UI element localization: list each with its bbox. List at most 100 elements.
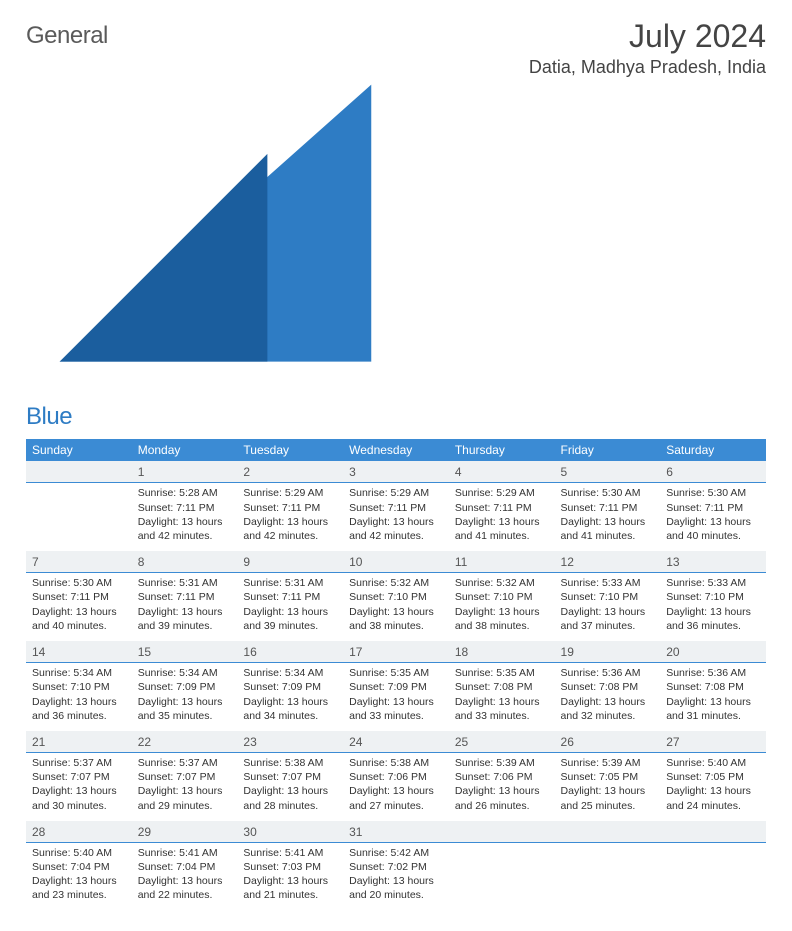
day-number: 3 bbox=[343, 461, 449, 483]
daylight-text: Daylight: 13 hours and 27 minutes. bbox=[349, 784, 443, 812]
sunset-text: Sunset: 7:07 PM bbox=[138, 770, 232, 784]
sunrise-text: Sunrise: 5:33 AM bbox=[561, 576, 655, 590]
day-detail-cell: Sunrise: 5:40 AMSunset: 7:05 PMDaylight:… bbox=[660, 753, 766, 821]
day-detail-cell bbox=[555, 842, 661, 910]
day-number: 21 bbox=[26, 731, 132, 753]
day-detail-cell: Sunrise: 5:34 AMSunset: 7:09 PMDaylight:… bbox=[237, 663, 343, 731]
day-detail-cell: Sunrise: 5:34 AMSunset: 7:10 PMDaylight:… bbox=[26, 663, 132, 731]
sunrise-text: Sunrise: 5:30 AM bbox=[666, 486, 760, 500]
daylight-text: Daylight: 13 hours and 36 minutes. bbox=[32, 695, 126, 723]
logo-part2: Blue bbox=[26, 403, 72, 430]
day-detail-cell: Sunrise: 5:38 AMSunset: 7:07 PMDaylight:… bbox=[237, 753, 343, 821]
day-number: 30 bbox=[237, 821, 343, 843]
sunset-text: Sunset: 7:11 PM bbox=[138, 590, 232, 604]
day-detail-cell: Sunrise: 5:36 AMSunset: 7:08 PMDaylight:… bbox=[660, 663, 766, 731]
daylight-text: Daylight: 13 hours and 38 minutes. bbox=[349, 605, 443, 633]
sunrise-text: Sunrise: 5:29 AM bbox=[455, 486, 549, 500]
daylight-text: Daylight: 13 hours and 35 minutes. bbox=[138, 695, 232, 723]
day-detail-cell: Sunrise: 5:37 AMSunset: 7:07 PMDaylight:… bbox=[132, 753, 238, 821]
daylight-text: Daylight: 13 hours and 20 minutes. bbox=[349, 874, 443, 902]
day-detail-cell: Sunrise: 5:28 AMSunset: 7:11 PMDaylight:… bbox=[132, 483, 238, 551]
day-detail-cell bbox=[449, 842, 555, 910]
day-number: 28 bbox=[26, 821, 132, 843]
sunset-text: Sunset: 7:11 PM bbox=[243, 590, 337, 604]
sail-icon bbox=[25, 375, 406, 402]
daylight-text: Daylight: 13 hours and 24 minutes. bbox=[666, 784, 760, 812]
day-detail-cell: Sunrise: 5:36 AMSunset: 7:08 PMDaylight:… bbox=[555, 663, 661, 731]
daylight-text: Daylight: 13 hours and 25 minutes. bbox=[561, 784, 655, 812]
day-number: 31 bbox=[343, 821, 449, 843]
daylight-text: Daylight: 13 hours and 41 minutes. bbox=[561, 515, 655, 543]
day-detail-cell: Sunrise: 5:32 AMSunset: 7:10 PMDaylight:… bbox=[449, 573, 555, 641]
sunrise-text: Sunrise: 5:33 AM bbox=[666, 576, 760, 590]
day-number-row: 123456 bbox=[26, 461, 766, 483]
location-subtitle: Datia, Madhya Pradesh, India bbox=[529, 57, 766, 78]
day-number: 14 bbox=[26, 641, 132, 663]
day-detail-cell: Sunrise: 5:29 AMSunset: 7:11 PMDaylight:… bbox=[343, 483, 449, 551]
sunrise-text: Sunrise: 5:41 AM bbox=[138, 846, 232, 860]
day-number: 16 bbox=[237, 641, 343, 663]
day-number bbox=[555, 821, 661, 843]
day-detail-cell: Sunrise: 5:30 AMSunset: 7:11 PMDaylight:… bbox=[660, 483, 766, 551]
calendar-body: 123456Sunrise: 5:28 AMSunset: 7:11 PMDay… bbox=[26, 461, 766, 910]
day-detail-row: Sunrise: 5:28 AMSunset: 7:11 PMDaylight:… bbox=[26, 483, 766, 551]
sunset-text: Sunset: 7:08 PM bbox=[666, 680, 760, 694]
daylight-text: Daylight: 13 hours and 33 minutes. bbox=[349, 695, 443, 723]
sunset-text: Sunset: 7:06 PM bbox=[349, 770, 443, 784]
day-detail-cell: Sunrise: 5:41 AMSunset: 7:03 PMDaylight:… bbox=[237, 842, 343, 910]
weekday-header-row: Sunday Monday Tuesday Wednesday Thursday… bbox=[26, 439, 766, 461]
title-block: July 2024 Datia, Madhya Pradesh, India bbox=[529, 18, 766, 78]
sunrise-text: Sunrise: 5:28 AM bbox=[138, 486, 232, 500]
sunset-text: Sunset: 7:08 PM bbox=[561, 680, 655, 694]
sunrise-text: Sunrise: 5:32 AM bbox=[349, 576, 443, 590]
day-number: 6 bbox=[660, 461, 766, 483]
day-number: 5 bbox=[555, 461, 661, 483]
sunset-text: Sunset: 7:08 PM bbox=[455, 680, 549, 694]
sunset-text: Sunset: 7:11 PM bbox=[138, 501, 232, 515]
daylight-text: Daylight: 13 hours and 40 minutes. bbox=[666, 515, 760, 543]
daylight-text: Daylight: 13 hours and 41 minutes. bbox=[455, 515, 549, 543]
day-number: 25 bbox=[449, 731, 555, 753]
day-detail-row: Sunrise: 5:34 AMSunset: 7:10 PMDaylight:… bbox=[26, 663, 766, 731]
day-detail-cell: Sunrise: 5:37 AMSunset: 7:07 PMDaylight:… bbox=[26, 753, 132, 821]
sunrise-text: Sunrise: 5:30 AM bbox=[561, 486, 655, 500]
sunrise-text: Sunrise: 5:31 AM bbox=[138, 576, 232, 590]
sunrise-text: Sunrise: 5:34 AM bbox=[243, 666, 337, 680]
day-detail-cell: Sunrise: 5:31 AMSunset: 7:11 PMDaylight:… bbox=[132, 573, 238, 641]
day-number: 2 bbox=[237, 461, 343, 483]
day-number: 11 bbox=[449, 551, 555, 573]
sunset-text: Sunset: 7:11 PM bbox=[561, 501, 655, 515]
sunrise-text: Sunrise: 5:38 AM bbox=[243, 756, 337, 770]
sunset-text: Sunset: 7:09 PM bbox=[349, 680, 443, 694]
day-number: 12 bbox=[555, 551, 661, 573]
sunset-text: Sunset: 7:10 PM bbox=[349, 590, 443, 604]
logo: General Blue bbox=[26, 18, 407, 431]
sunrise-text: Sunrise: 5:36 AM bbox=[666, 666, 760, 680]
sunrise-text: Sunrise: 5:39 AM bbox=[561, 756, 655, 770]
sunset-text: Sunset: 7:10 PM bbox=[455, 590, 549, 604]
calendar-page: General Blue July 2024 Datia, Madhya Pra… bbox=[0, 0, 792, 931]
daylight-text: Daylight: 13 hours and 39 minutes. bbox=[243, 605, 337, 633]
day-number: 13 bbox=[660, 551, 766, 573]
daylight-text: Daylight: 13 hours and 36 minutes. bbox=[666, 605, 760, 633]
sunrise-text: Sunrise: 5:42 AM bbox=[349, 846, 443, 860]
day-detail-cell: Sunrise: 5:39 AMSunset: 7:05 PMDaylight:… bbox=[555, 753, 661, 821]
sunrise-text: Sunrise: 5:34 AM bbox=[138, 666, 232, 680]
day-detail-cell: Sunrise: 5:40 AMSunset: 7:04 PMDaylight:… bbox=[26, 842, 132, 910]
day-number: 27 bbox=[660, 731, 766, 753]
sunset-text: Sunset: 7:07 PM bbox=[243, 770, 337, 784]
weekday-header: Monday bbox=[132, 439, 238, 461]
sunrise-text: Sunrise: 5:29 AM bbox=[243, 486, 337, 500]
day-number: 9 bbox=[237, 551, 343, 573]
sunrise-text: Sunrise: 5:30 AM bbox=[32, 576, 126, 590]
day-detail-cell: Sunrise: 5:35 AMSunset: 7:08 PMDaylight:… bbox=[449, 663, 555, 731]
day-detail-cell: Sunrise: 5:42 AMSunset: 7:02 PMDaylight:… bbox=[343, 842, 449, 910]
day-number: 8 bbox=[132, 551, 238, 573]
day-number: 15 bbox=[132, 641, 238, 663]
weekday-header: Saturday bbox=[660, 439, 766, 461]
day-number bbox=[26, 461, 132, 483]
day-detail-cell: Sunrise: 5:41 AMSunset: 7:04 PMDaylight:… bbox=[132, 842, 238, 910]
day-number: 1 bbox=[132, 461, 238, 483]
daylight-text: Daylight: 13 hours and 23 minutes. bbox=[32, 874, 126, 902]
sunrise-text: Sunrise: 5:40 AM bbox=[666, 756, 760, 770]
